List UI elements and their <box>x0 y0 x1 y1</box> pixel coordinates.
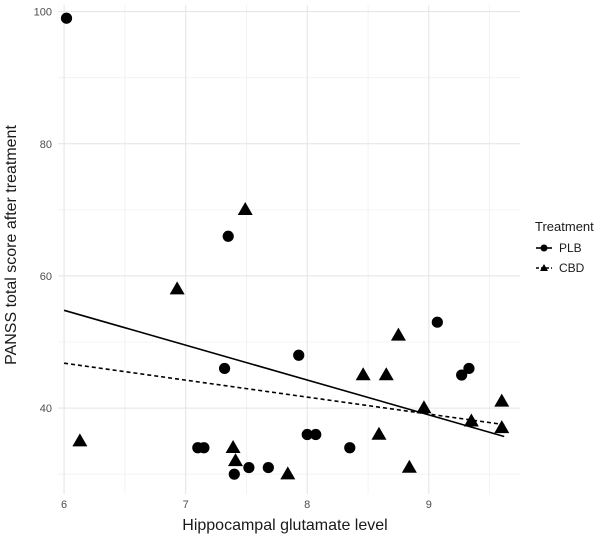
cbd-point <box>237 202 253 216</box>
legend-item-cbd: CBD <box>536 261 585 275</box>
cbd-point <box>494 420 510 434</box>
y-axis-title: PANSS total score after treatment <box>3 125 20 365</box>
cbd-point <box>169 281 185 295</box>
plb-point <box>431 316 443 328</box>
y-tick-label: 60 <box>40 271 52 283</box>
legend-plb-label: PLB <box>559 241 582 255</box>
tick-labels: 6 7 8 9 40 60 80 100 <box>34 7 432 511</box>
plb-point <box>301 428 313 441</box>
cbd-point <box>463 413 479 427</box>
plb-point <box>456 369 468 381</box>
legend: Treatment PLB CBD <box>535 219 594 275</box>
plb-point <box>243 461 255 474</box>
cbd-point <box>72 433 88 447</box>
cbd-point <box>378 367 394 381</box>
plb-point <box>310 428 322 441</box>
plb-point <box>228 468 240 480</box>
plb-point <box>60 12 73 24</box>
plb-point <box>344 442 356 454</box>
cbd-point <box>280 466 296 480</box>
x-tick-label: 9 <box>426 499 432 511</box>
cbd-point <box>371 426 387 440</box>
plb-point <box>218 362 231 375</box>
cbd-point <box>401 459 417 473</box>
x-tick-label: 6 <box>61 499 67 511</box>
plb-point <box>463 362 475 375</box>
y-tick-label: 40 <box>40 403 52 415</box>
legend-cbd-marker <box>540 264 548 271</box>
legend-cbd-label: CBD <box>559 261 585 275</box>
cbd-point <box>494 393 510 407</box>
x-tick-label: 8 <box>304 499 310 511</box>
trend-lines <box>63 309 505 438</box>
legend-plb-marker <box>540 244 548 252</box>
plb-point <box>293 349 305 361</box>
cbd-point <box>225 439 241 453</box>
plb-point <box>222 230 234 242</box>
plb-trend-line <box>63 309 505 438</box>
legend-item-plb: PLB <box>536 241 582 255</box>
legend-title: Treatment <box>535 219 594 234</box>
plb-point <box>198 442 210 454</box>
y-tick-label: 100 <box>34 7 52 19</box>
plb-point <box>262 461 274 474</box>
x-axis-title: Hippocampal glutamate level <box>182 517 387 534</box>
cbd-point <box>355 367 371 381</box>
cbd-point <box>416 400 432 414</box>
x-tick-label: 7 <box>183 499 189 511</box>
cbd-point <box>390 327 406 341</box>
y-tick-label: 80 <box>40 139 52 151</box>
data-points <box>60 12 510 480</box>
cbd-point <box>228 453 244 467</box>
